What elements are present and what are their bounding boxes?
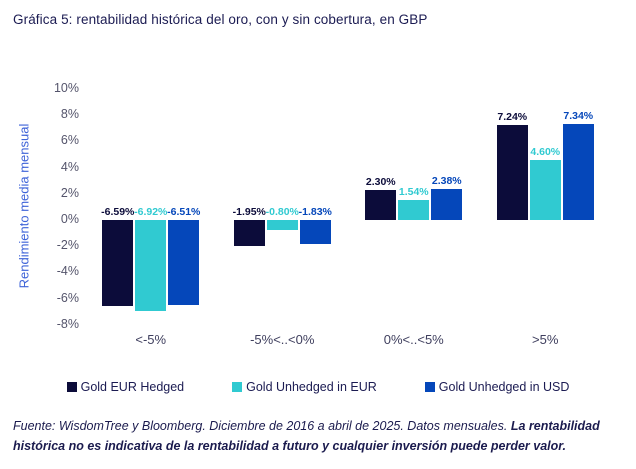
data-label: 2.30% bbox=[365, 175, 396, 188]
legend-swatch bbox=[424, 382, 435, 392]
data-label: -6.51% bbox=[167, 206, 201, 218]
bar bbox=[398, 199, 430, 220]
legend-item: Gold EUR Hedged bbox=[66, 380, 185, 394]
y-tick-label: 0% bbox=[60, 212, 79, 226]
bar bbox=[168, 220, 200, 306]
y-tick-label: -2% bbox=[56, 238, 79, 253]
source-note-disclaimer: La rentabilidad histórica no es indicati… bbox=[13, 419, 600, 454]
data-label: 2.38% bbox=[431, 174, 462, 187]
x-category-label: <-5% bbox=[135, 332, 167, 347]
bar bbox=[496, 125, 528, 220]
y-tick-label: 10% bbox=[53, 81, 79, 95]
data-label: 7.24% bbox=[497, 111, 528, 124]
y-tick-label: 6% bbox=[60, 133, 79, 148]
bar bbox=[529, 159, 561, 220]
data-label: -1.83% bbox=[298, 206, 332, 218]
x-category-label: 0%<..<5% bbox=[383, 332, 444, 347]
data-label: 4.60% bbox=[530, 145, 561, 158]
source-note-normal: Fuente: WisdomTree y Bloomberg. Diciembr… bbox=[13, 419, 511, 433]
legend: Gold EUR Hedged Gold Unhedged in EUR Gold … bbox=[0, 380, 636, 394]
y-tick-label: -8% bbox=[56, 316, 79, 331]
legend-swatch bbox=[232, 382, 243, 392]
bar bbox=[365, 189, 397, 220]
legend-label: Gold Unhedged in EUR bbox=[246, 380, 377, 394]
bar bbox=[299, 220, 331, 244]
bar bbox=[135, 220, 167, 311]
data-label: -6.92% bbox=[134, 206, 168, 218]
data-label: 7.34% bbox=[563, 109, 594, 122]
data-label: -0.80% bbox=[265, 206, 299, 218]
legend-label: Gold EUR Hedged bbox=[80, 380, 185, 394]
data-label: -6.59% bbox=[101, 206, 135, 218]
bar bbox=[266, 220, 298, 231]
bar bbox=[431, 188, 463, 220]
legend-swatch bbox=[66, 382, 77, 392]
y-tick-label: -4% bbox=[56, 264, 79, 279]
y-tick-label: -6% bbox=[56, 290, 79, 305]
legend-item: Gold Unhedged in USD bbox=[424, 380, 570, 394]
chart-title: Gráfica 5: rentabilidad histórica del or… bbox=[13, 12, 428, 27]
x-category-label: >5% bbox=[532, 332, 559, 347]
bar bbox=[233, 220, 265, 246]
x-category-label: -5%<..<0% bbox=[250, 332, 315, 347]
data-label: -1.95% bbox=[232, 206, 266, 218]
y-tick-label: 8% bbox=[60, 107, 79, 122]
data-label: 1.54% bbox=[398, 185, 429, 198]
source-note: Fuente: WisdomTree y Bloomberg. Diciembr… bbox=[13, 416, 617, 457]
y-tick-label: 2% bbox=[60, 185, 79, 200]
bar bbox=[102, 220, 134, 307]
legend-item: Gold Unhedged in EUR bbox=[232, 380, 377, 394]
bar bbox=[562, 123, 594, 220]
legend-label: Gold Unhedged in USD bbox=[438, 380, 570, 394]
y-tick-label: 4% bbox=[60, 159, 79, 174]
